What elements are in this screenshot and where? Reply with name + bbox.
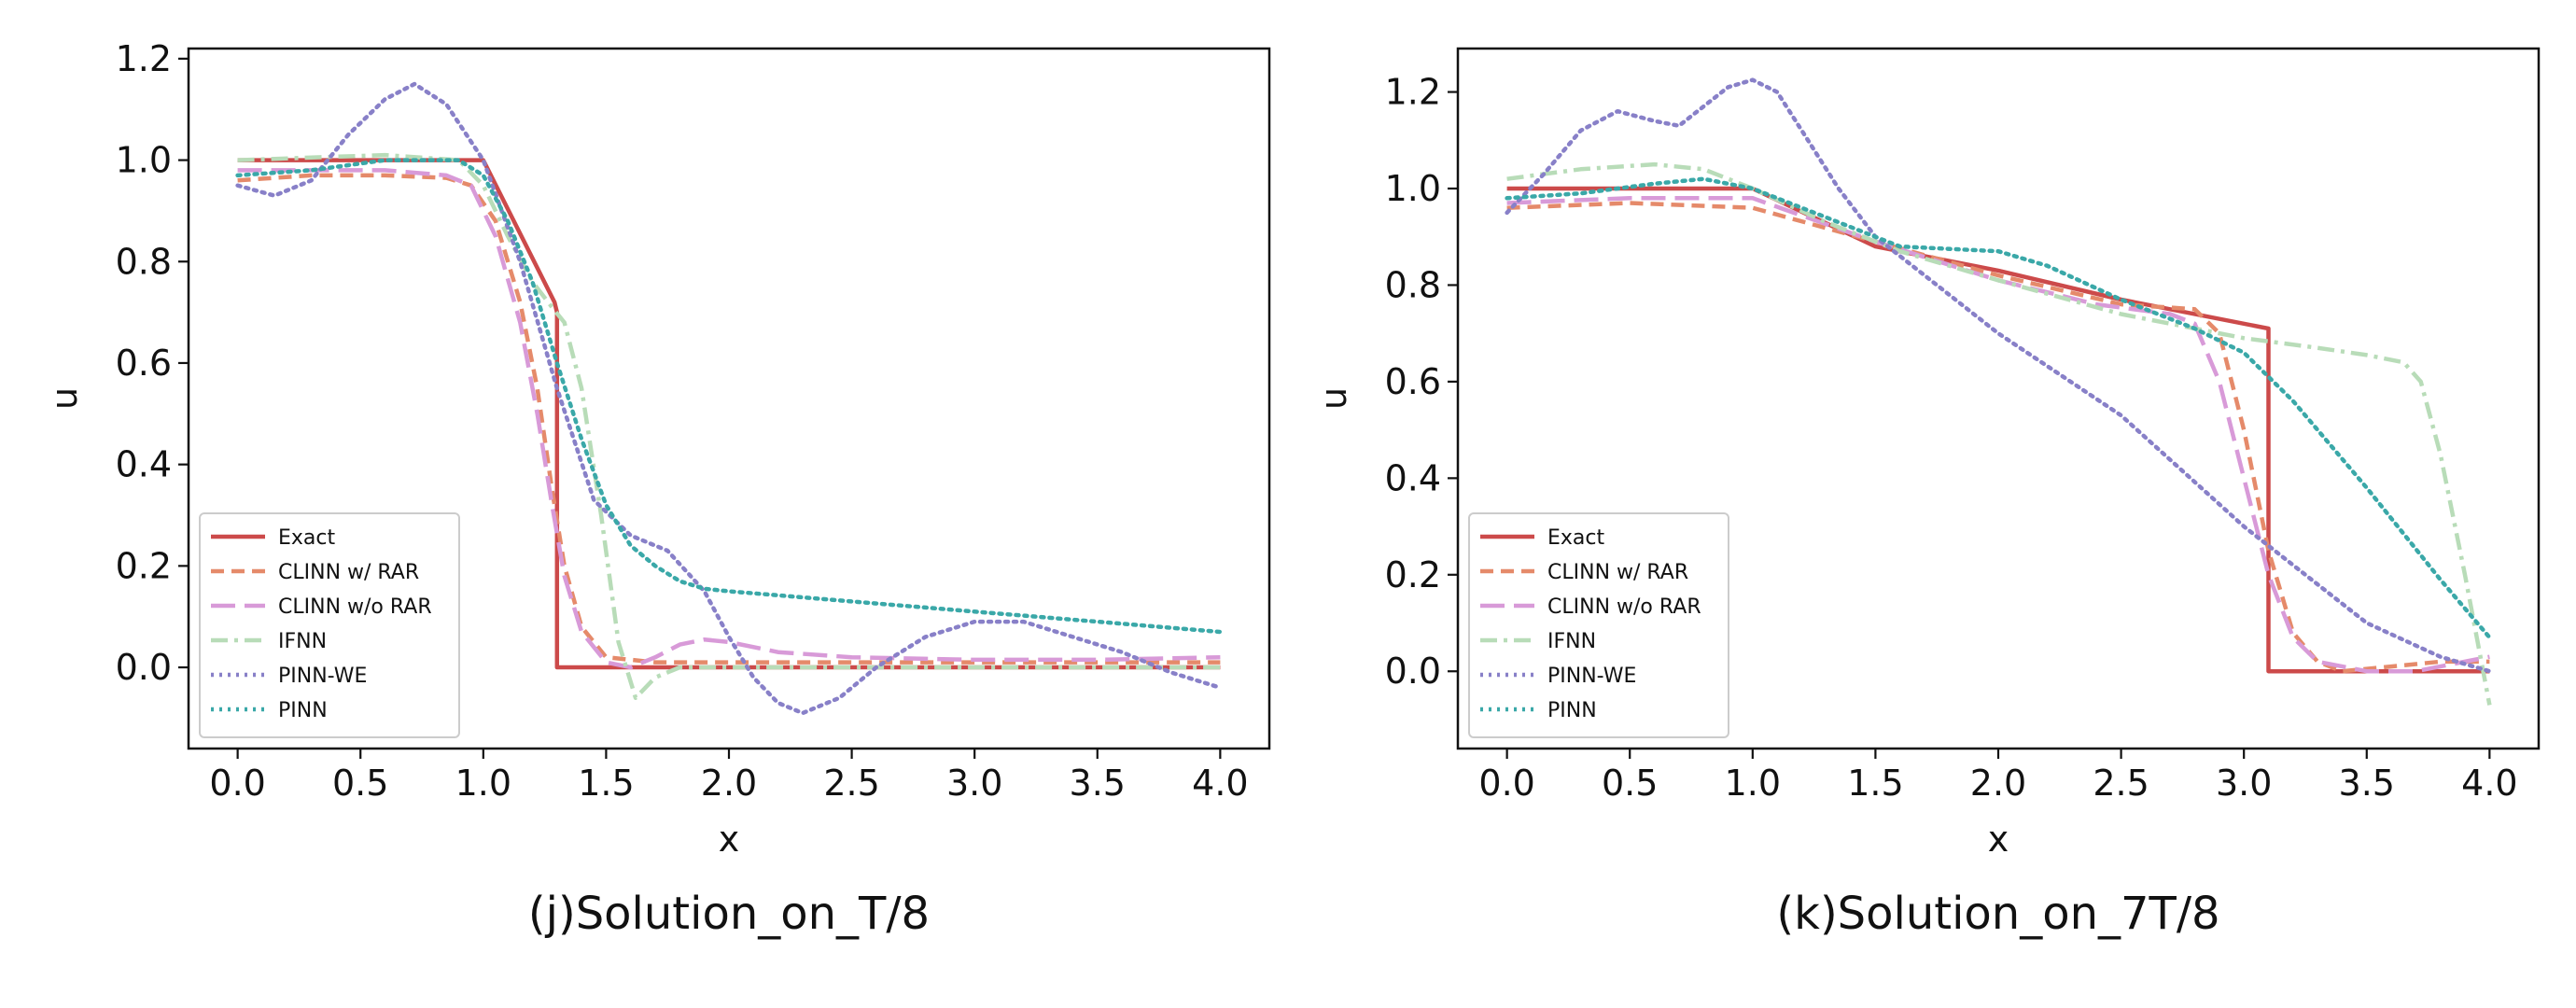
x-axis-label: x [1988, 819, 2009, 860]
x-tick-label: 1.0 [455, 763, 511, 804]
series-line-pinn [1505, 176, 2492, 640]
y-tick-label: 0.8 [116, 241, 172, 282]
series-line-clinn-w-o-rar [1506, 196, 2490, 674]
y-tick-label: 1.2 [1385, 72, 1441, 113]
legend-label: CLINN w/ RAR [1547, 561, 1688, 584]
x-tick-label: 4.0 [2461, 763, 2517, 804]
y-tick-label: 0.2 [116, 545, 172, 586]
y-tick-label: 0.0 [1385, 651, 1441, 692]
series-line-pinn-we [235, 81, 1223, 716]
chart-panel-j: 0.0 0.5 1.0 1.5 2.0 2.5 3.0 3.5 4.0 0.0 0.2 0.4 0.6 0… [44, 38, 1271, 940]
series-line-pinn-we [1505, 77, 2492, 674]
series-line-ifnn [1506, 161, 2492, 706]
y-tick-label: 0.4 [116, 444, 172, 485]
x-tick-label: 0.5 [332, 763, 388, 804]
x-tick-label: 2.5 [2093, 763, 2149, 804]
legend-label: CLINN w/ RAR [278, 561, 419, 584]
figure-caption: (j)Solution_on_T/8 [528, 888, 930, 940]
y-tick-label: 0.6 [1385, 361, 1441, 402]
x-tick-label: 1.5 [1847, 763, 1903, 804]
y-tick-label: 0.2 [1385, 554, 1441, 595]
y-axis-label: u [1313, 387, 1354, 410]
legend-label: Exact [278, 526, 335, 550]
y-tick-label: 0.4 [1385, 457, 1441, 498]
x-tick-label: 3.0 [946, 763, 1002, 804]
y-tick-label: 1.0 [116, 140, 172, 181]
legend-label: PINN [1547, 699, 1597, 722]
y-axis-label: u [44, 387, 85, 410]
legend-label: IFNN [1547, 630, 1596, 653]
series-group [1505, 77, 2492, 706]
legend-label: CLINN w/o RAR [1547, 595, 1701, 619]
series-line-clinn-w-rar [1506, 201, 2490, 674]
x-tick-label: 4.0 [1192, 763, 1248, 804]
series-line-clinn-w-o-rar [237, 168, 1221, 670]
legend-label: PINN [278, 699, 328, 722]
series-group [235, 81, 1223, 716]
y-tick-label: 0.0 [116, 647, 172, 688]
legend-label: Exact [1547, 526, 1604, 550]
y-tick-label: 0.6 [116, 343, 172, 384]
x-tick-label: 2.0 [1970, 763, 2026, 804]
figure-caption: (k)Solution_on_7T/8 [1776, 888, 2219, 940]
y-tick-label: 0.8 [1385, 264, 1441, 305]
x-tick-label: 1.0 [1725, 763, 1781, 804]
y-tick-label: 1.2 [116, 38, 172, 79]
legend-label: PINN-WE [1547, 665, 1636, 688]
legend-label: IFNN [278, 630, 327, 653]
chart-k: 0.0 0.5 1.0 1.5 2.0 2.5 3.0 3.5 4.0 0.0 0.2 0.4 0.6 0… [1313, 47, 2541, 940]
legend-label: CLINN w/o RAR [278, 595, 432, 619]
chart-panel-k: 0.0 0.5 1.0 1.5 2.0 2.5 3.0 3.5 4.0 0.0 0.2 0.4 0.6 0… [1288, 0, 2576, 1008]
x-tick-label: 0.0 [1478, 763, 1534, 804]
y-tick-label: 1.0 [1385, 168, 1441, 209]
x-tick-label: 3.5 [1070, 763, 1126, 804]
legend-label: PINN-WE [278, 665, 367, 688]
x-tick-label: 2.0 [701, 763, 757, 804]
x-tick-label: 3.0 [2216, 763, 2272, 804]
x-axis-label: x [719, 819, 740, 860]
legend: Exact CLINN w/ RAR CLINN w/o RAR IFNN PINN-W… [199, 512, 460, 738]
x-tick-label: 0.0 [209, 763, 265, 804]
x-tick-label: 3.5 [2339, 763, 2395, 804]
x-tick-label: 1.5 [578, 763, 634, 804]
chart-j: 0.0 0.5 1.0 1.5 2.0 2.5 3.0 3.5 4.0 0.0 0.2 0.4 0.6 0… [44, 38, 1271, 940]
legend: Exact CLINN w/ RAR CLINN w/o RAR IFNN PINN-W… [1468, 512, 1729, 738]
series-line-pinn [235, 158, 1223, 635]
x-tick-label: 0.5 [1602, 763, 1658, 804]
x-tick-label: 2.5 [823, 763, 879, 804]
